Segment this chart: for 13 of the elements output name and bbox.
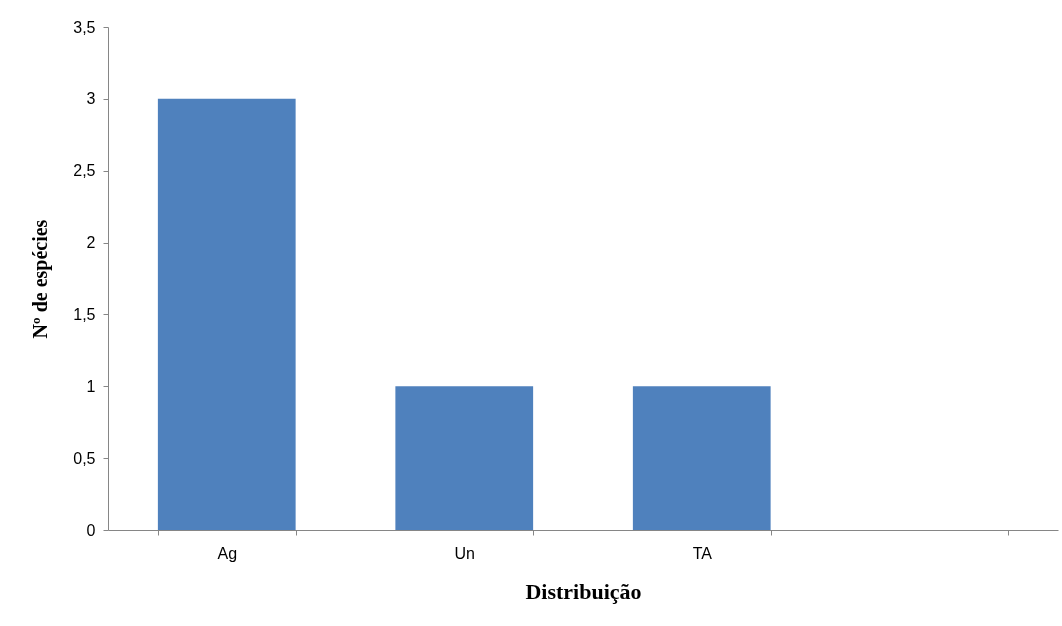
y-tick-label: 1,5	[73, 305, 96, 323]
y-tick-label: 3,5	[73, 18, 96, 36]
y-axis-title: Nº de espécies	[29, 219, 53, 339]
y-tick-label: 2	[86, 234, 96, 252]
y-tick-label: 2,5	[73, 162, 96, 180]
y-tick-label: 0,5	[73, 449, 96, 467]
x-tick-label: Un	[454, 544, 475, 562]
y-tick-label: 1	[86, 377, 96, 395]
y-tick-label: 0	[86, 521, 96, 539]
x-tick-label: TA	[692, 544, 713, 562]
y-tick-label: 3	[86, 90, 96, 108]
x-axis-title: Distribuição	[525, 578, 642, 604]
x-tick-label: Ag	[217, 544, 238, 562]
